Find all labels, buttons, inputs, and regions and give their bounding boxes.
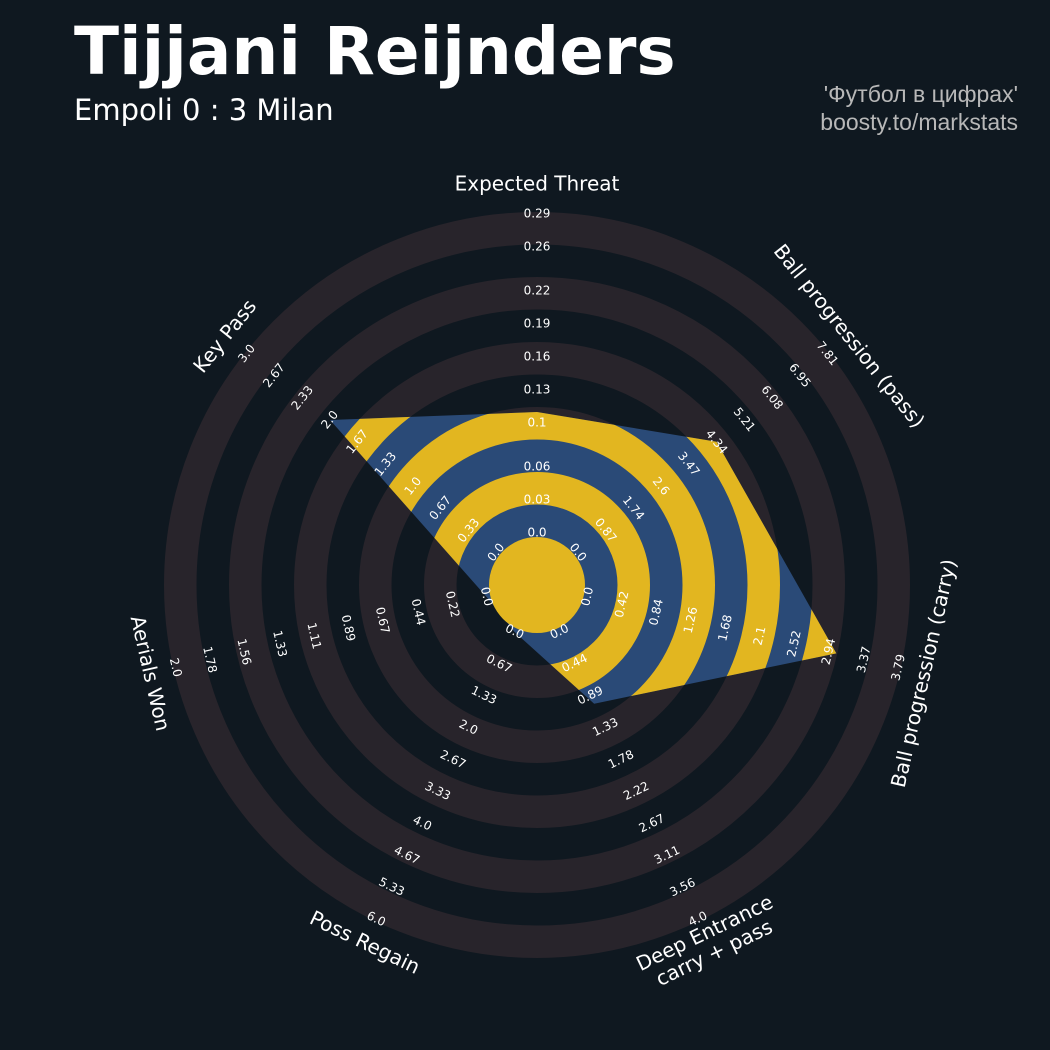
credit: 'Футбол в цифрах' (824, 81, 1018, 107)
tick-label: 1.56 (234, 637, 254, 666)
tick-label: 0.0 (478, 586, 496, 608)
ring (330, 412, 780, 704)
tick-label: 2.94 (819, 637, 839, 666)
chart-subtitle: Empoli 0 : 3 Milan (74, 93, 334, 127)
ring (164, 212, 910, 958)
tick-label: 4.0 (411, 813, 434, 834)
tick-label: 3.37 (854, 645, 874, 674)
tick-label: 0.06 (524, 460, 551, 474)
tick-label: 1.78 (200, 645, 220, 674)
tick-label: 2.0 (167, 657, 185, 679)
tick-label: 1.11 (304, 621, 324, 650)
tick-label: 2.52 (784, 629, 804, 658)
tick-label: 1.68 (715, 613, 735, 642)
tick-label: 0.22 (443, 590, 463, 619)
tick-label: 1.26 (681, 605, 701, 634)
credit: boosty.to/markstats (820, 109, 1018, 135)
tick-label: 3.79 (888, 653, 908, 682)
tick-label: 0.67 (373, 606, 393, 635)
tick-label: 0.03 (524, 493, 551, 507)
tick-label: 0.1 (527, 416, 546, 430)
tick-label: 0.0 (527, 526, 546, 540)
tick-label: 0.89 (339, 613, 359, 642)
tick-label: 0.22 (524, 284, 551, 298)
center-disk (489, 537, 585, 633)
tick-label: 0.84 (646, 598, 666, 627)
tick-label: 0.0 (578, 586, 596, 608)
axis-label: Expected Threat (455, 172, 620, 196)
tick-label: 0.42 (612, 590, 632, 619)
radar-shape (330, 412, 837, 704)
tick-label: 1.78 (606, 747, 636, 771)
chart-title: Tijjani Reijnders (74, 13, 676, 90)
tick-label: 2.67 (438, 747, 468, 771)
tick-label: 2.1 (751, 625, 769, 647)
tick-label: 0.29 (524, 207, 551, 221)
tick-label: 0.44 (409, 597, 429, 626)
tick-label: 0.26 (524, 240, 551, 254)
tick-label: 0.13 (524, 383, 551, 397)
ring (229, 277, 845, 893)
tick-label: 1.33 (270, 629, 290, 658)
tick-label: 0.16 (524, 350, 551, 364)
tick-label: 0.19 (524, 317, 551, 331)
